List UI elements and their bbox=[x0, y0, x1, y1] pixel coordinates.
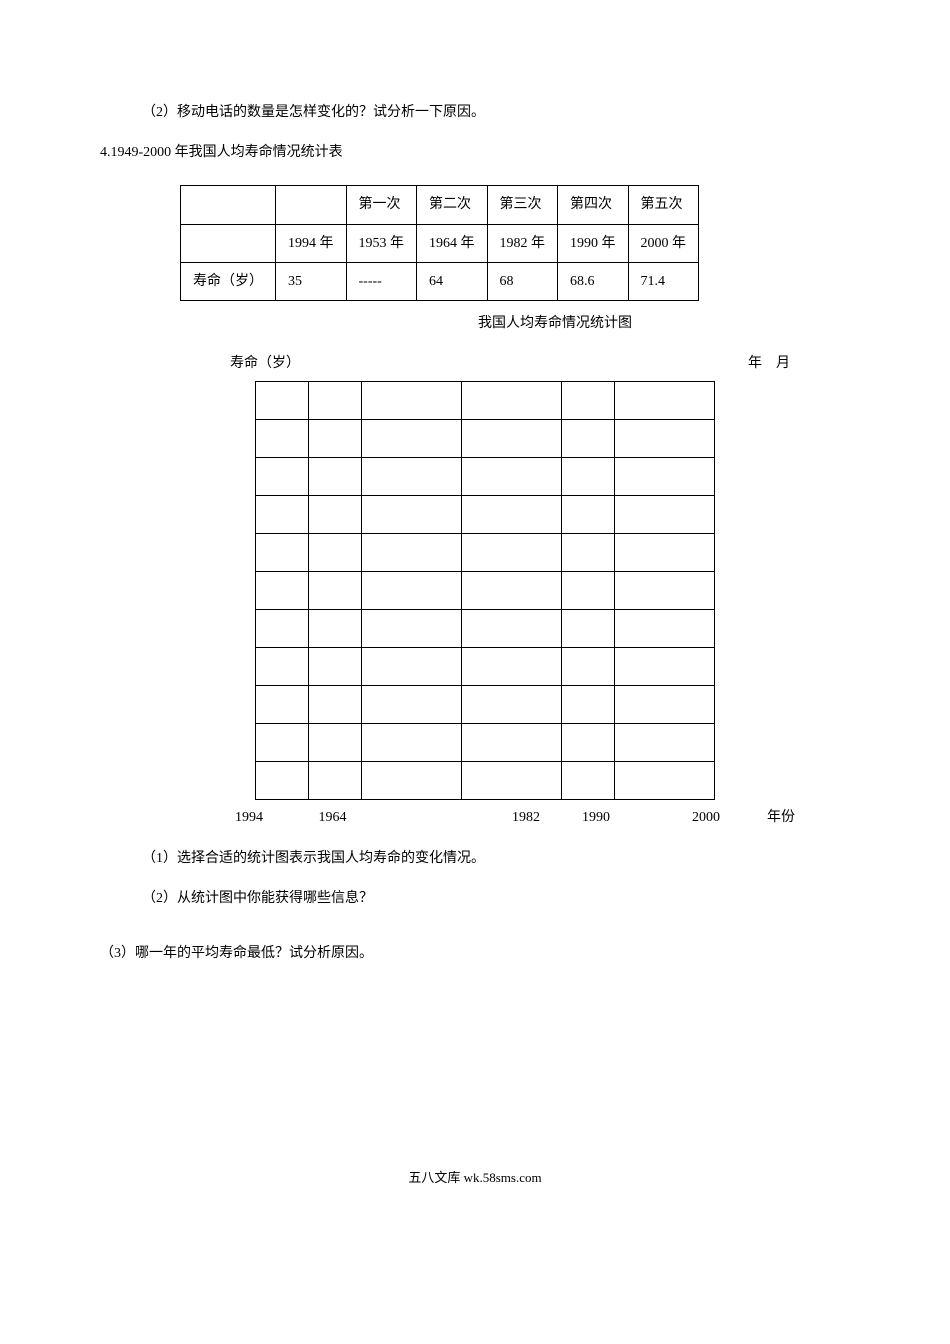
table-cell: 71.4 bbox=[628, 262, 699, 300]
table-years-row: 1994 年 1953 年 1964 年 1982 年 1990 年 2000 … bbox=[181, 224, 699, 262]
question-4-title: 4.1949-2000 年我国人均寿命情况统计表 bbox=[100, 140, 850, 165]
date-label: 年 月 bbox=[748, 351, 790, 376]
table-cell: 2000 年 bbox=[628, 224, 699, 262]
life-expectancy-table: 第一次 第二次 第三次 第四次 第五次 1994 年 1953 年 1964 年… bbox=[180, 185, 699, 301]
chart-title: 我国人均寿命情况统计图 bbox=[260, 311, 850, 336]
sub-question-2: （2）从统计图中你能获得哪些信息？ bbox=[142, 886, 850, 911]
table-data-row: 寿命（岁） 35 ----- 64 68 68.6 71.4 bbox=[181, 262, 699, 300]
table-cell: 第五次 bbox=[628, 186, 699, 224]
table-cell: 第四次 bbox=[558, 186, 629, 224]
month-label: 月 bbox=[776, 356, 790, 371]
x-label: 1964 bbox=[280, 805, 385, 830]
table-cell: 1990 年 bbox=[558, 224, 629, 262]
chart-header: 寿命（岁） 年 月 bbox=[230, 351, 790, 376]
year-label: 年 bbox=[748, 356, 762, 371]
x-label: 2000 bbox=[610, 805, 720, 830]
x-axis-title: 年份 bbox=[720, 805, 795, 830]
table-cell: 1964 年 bbox=[417, 224, 488, 262]
table-cell bbox=[276, 186, 347, 224]
table-data-label: 寿命（岁） bbox=[181, 262, 276, 300]
table-cell: 第二次 bbox=[417, 186, 488, 224]
table-cell: 第一次 bbox=[346, 186, 417, 224]
x-label: 1994 bbox=[235, 805, 280, 830]
table-cell: 1982 年 bbox=[487, 224, 558, 262]
table-cell: 1953 年 bbox=[346, 224, 417, 262]
table-header-row: 第一次 第二次 第三次 第四次 第五次 bbox=[181, 186, 699, 224]
x-label: 1990 bbox=[540, 805, 610, 830]
table-cell: 第三次 bbox=[487, 186, 558, 224]
table-cell: 35 bbox=[276, 262, 347, 300]
y-axis-label: 寿命（岁） bbox=[230, 351, 300, 376]
table-cell bbox=[181, 186, 276, 224]
x-label: 1982 bbox=[385, 805, 540, 830]
chart-grid bbox=[255, 381, 715, 800]
table-cell: ----- bbox=[346, 262, 417, 300]
x-axis-labels: 1994 1964 1982 1990 2000 年份 bbox=[235, 805, 795, 830]
table-cell: 68 bbox=[487, 262, 558, 300]
table-cell bbox=[181, 224, 276, 262]
chart-grid-container bbox=[255, 381, 850, 800]
table-cell: 1994 年 bbox=[276, 224, 347, 262]
sub-question-1: （1）选择合适的统计图表示我国人均寿命的变化情况。 bbox=[142, 846, 850, 871]
table-cell: 64 bbox=[417, 262, 488, 300]
question-2-text: （2）移动电话的数量是怎样变化的？试分析一下原因。 bbox=[100, 100, 850, 125]
sub-question-3: （3）哪一年的平均寿命最低？试分析原因。 bbox=[100, 941, 850, 966]
table-cell: 68.6 bbox=[558, 262, 629, 300]
footer-text: 五八文库 wk.58sms.com bbox=[100, 1166, 850, 1189]
